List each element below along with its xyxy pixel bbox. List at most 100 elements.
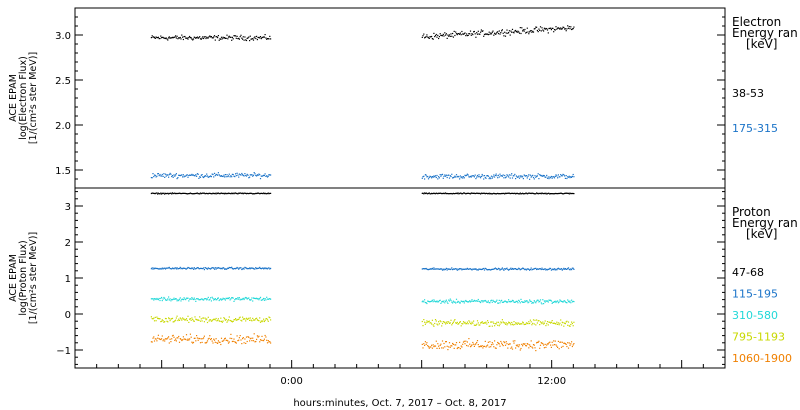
data-point bbox=[192, 341, 195, 343]
data-point bbox=[168, 267, 170, 269]
data-point bbox=[252, 174, 255, 176]
data-point bbox=[542, 29, 544, 31]
data-point bbox=[168, 37, 170, 39]
data-point bbox=[172, 192, 174, 195]
data-point bbox=[480, 300, 482, 302]
data-point bbox=[481, 192, 483, 195]
data-point bbox=[538, 268, 540, 270]
data-point bbox=[441, 269, 444, 271]
data-point bbox=[535, 350, 537, 352]
data-point bbox=[505, 301, 507, 303]
data-point bbox=[181, 174, 183, 176]
data-point bbox=[554, 300, 556, 302]
data-point bbox=[529, 269, 531, 271]
data-point bbox=[504, 300, 506, 302]
data-point bbox=[501, 267, 503, 269]
data-point bbox=[481, 173, 483, 176]
data-point bbox=[242, 268, 244, 270]
data-point bbox=[207, 37, 209, 39]
data-point bbox=[472, 192, 474, 194]
data-point bbox=[171, 267, 174, 269]
data-point bbox=[443, 192, 445, 194]
data-point bbox=[164, 267, 166, 269]
electron-y-axis-label: log(Electron Flux) bbox=[18, 56, 29, 140]
data-point bbox=[485, 300, 487, 302]
data-point bbox=[264, 192, 266, 194]
data-point bbox=[496, 344, 498, 346]
data-point bbox=[194, 337, 196, 339]
data-point bbox=[167, 39, 169, 41]
data-point bbox=[495, 33, 497, 35]
data-point bbox=[560, 300, 562, 302]
data-point bbox=[225, 339, 227, 341]
data-point bbox=[228, 341, 230, 343]
data-point bbox=[192, 318, 194, 321]
data-point bbox=[522, 343, 524, 345]
data-point bbox=[161, 192, 163, 194]
data-point bbox=[557, 193, 559, 195]
data-point bbox=[533, 268, 535, 270]
data-point bbox=[534, 175, 536, 177]
y-tick-label: 3.0 bbox=[55, 31, 71, 42]
data-point bbox=[214, 39, 216, 41]
data-point bbox=[476, 323, 478, 325]
data-point bbox=[565, 268, 567, 270]
data-point bbox=[551, 193, 553, 195]
data-point bbox=[169, 267, 171, 270]
data-point bbox=[553, 268, 556, 270]
data-point bbox=[194, 192, 196, 195]
data-point bbox=[185, 268, 187, 270]
data-point bbox=[462, 33, 465, 35]
data-point bbox=[434, 300, 436, 302]
data-point bbox=[191, 317, 193, 319]
data-point bbox=[462, 33, 464, 35]
data-point bbox=[557, 268, 559, 270]
data-point bbox=[158, 175, 160, 177]
data-point bbox=[168, 266, 170, 268]
data-point bbox=[159, 318, 161, 320]
data-point bbox=[446, 345, 448, 347]
data-point bbox=[237, 193, 239, 195]
data-point bbox=[563, 342, 565, 344]
data-point bbox=[206, 340, 209, 342]
data-point bbox=[480, 268, 482, 270]
data-point bbox=[525, 192, 527, 194]
data-point bbox=[499, 323, 501, 325]
data-point bbox=[466, 321, 468, 323]
data-point bbox=[525, 323, 527, 325]
data-point bbox=[204, 175, 206, 177]
data-point bbox=[482, 347, 484, 349]
data-point bbox=[539, 192, 541, 195]
data-point bbox=[476, 269, 479, 271]
data-point bbox=[199, 338, 201, 340]
data-point bbox=[205, 267, 207, 269]
data-point bbox=[455, 33, 458, 35]
data-point bbox=[564, 343, 566, 345]
data-point bbox=[240, 339, 242, 341]
data-point bbox=[474, 174, 476, 176]
data-point bbox=[571, 28, 573, 30]
data-point bbox=[242, 192, 244, 194]
data-point bbox=[161, 319, 163, 321]
data-point bbox=[263, 192, 265, 194]
data-point bbox=[178, 298, 181, 300]
data-point bbox=[256, 335, 258, 337]
data-point bbox=[266, 296, 268, 298]
data-point bbox=[172, 267, 174, 269]
data-point bbox=[182, 36, 184, 38]
data-point bbox=[529, 31, 531, 33]
data-point bbox=[551, 177, 553, 179]
data-point bbox=[153, 192, 155, 194]
data-point bbox=[511, 28, 514, 30]
data-point bbox=[548, 27, 550, 30]
data-point bbox=[557, 300, 559, 302]
data-point bbox=[245, 342, 247, 344]
data-point bbox=[441, 300, 444, 302]
data-point bbox=[163, 296, 165, 299]
data-point bbox=[562, 322, 564, 324]
data-point bbox=[483, 345, 486, 347]
data-point bbox=[256, 268, 258, 270]
series-795-1193 bbox=[150, 315, 575, 327]
data-point bbox=[443, 321, 445, 323]
data-point bbox=[162, 175, 164, 177]
